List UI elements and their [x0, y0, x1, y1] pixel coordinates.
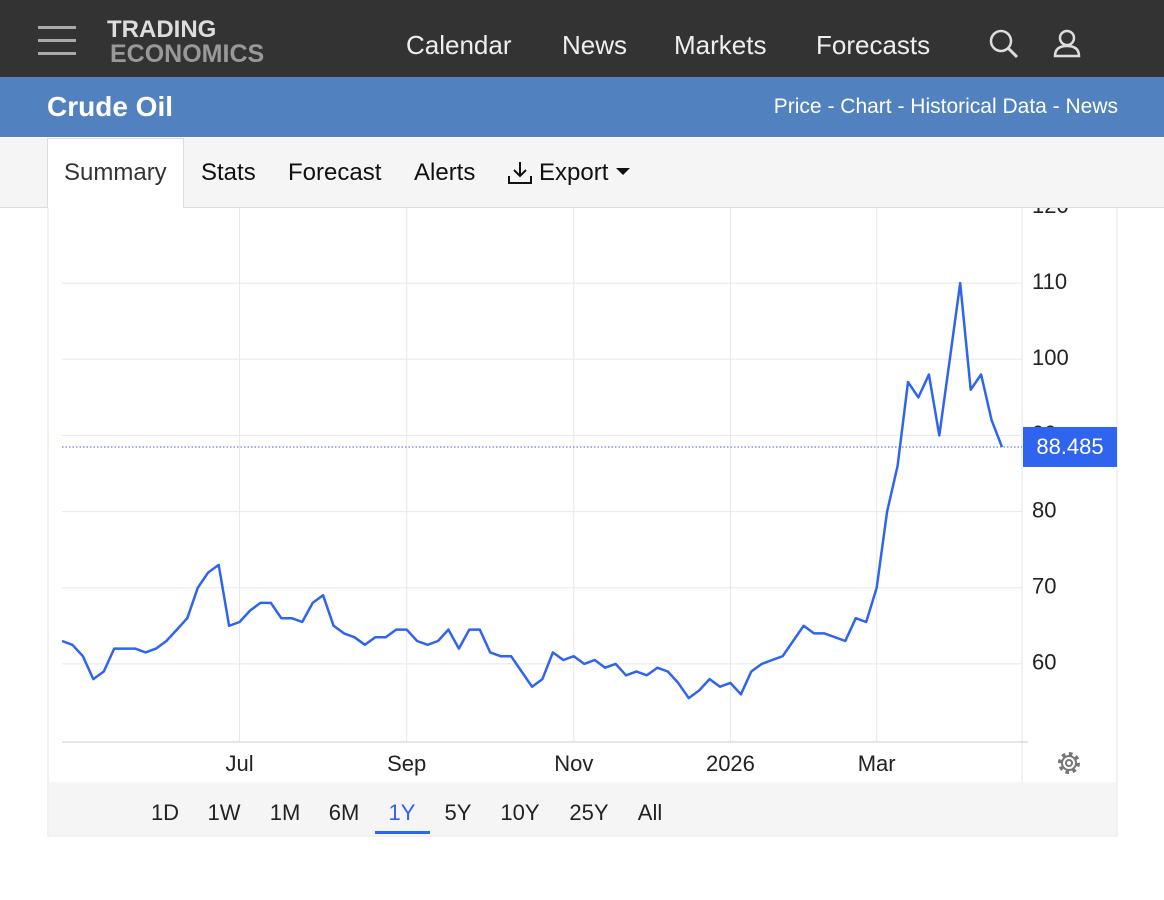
nav-link[interactable]: Forecasts [816, 30, 931, 60]
x-tick-label: Sep [387, 751, 426, 776]
last-price-box [1023, 426, 1117, 467]
x-tick-label: Nov [554, 751, 593, 776]
tab[interactable]: Alerts [414, 159, 476, 186]
sub-header: Crude Oil Price - Chart - Historical Dat… [0, 77, 1164, 137]
tab[interactable]: Export [539, 159, 609, 186]
search-icon[interactable] [988, 28, 1020, 60]
caret [616, 168, 630, 175]
y-tick-label: 60 [1032, 650, 1056, 675]
range-button[interactable]: 6M [329, 800, 360, 825]
y-tick-label: 70 [1032, 574, 1056, 599]
active-tab-bg [47, 138, 184, 208]
range-button[interactable]: 25Y [569, 800, 608, 825]
menu-icon[interactable] [38, 26, 76, 56]
download-icon [508, 162, 532, 184]
x-tick-label: 2026 [706, 751, 755, 776]
nav-link[interactable]: Calendar [406, 30, 512, 60]
range-button[interactable]: 1M [270, 800, 301, 825]
tab[interactable]: Stats [201, 159, 256, 186]
x-tick-label: Jul [225, 751, 253, 776]
range-button[interactable]: 1Y [389, 800, 416, 825]
y-tick-label: 80 [1032, 497, 1056, 522]
chart-frame [47, 206, 1118, 837]
range-button[interactable]: 5Y [445, 800, 472, 825]
page-title: Crude Oil [47, 91, 174, 122]
settings-icon[interactable] [1058, 752, 1080, 774]
tab[interactable]: Forecast [288, 159, 382, 186]
logo-top[interactable]: TRADING [107, 16, 217, 43]
user-icon[interactable] [1052, 28, 1082, 60]
x-tick-label: Mar [858, 751, 896, 776]
range-button[interactable]: 10Y [500, 800, 539, 825]
range-button[interactable]: 1W [208, 800, 241, 825]
sub-links[interactable]: Price - Chart - Historical Data - News [773, 95, 1118, 118]
range-button[interactable]: All [638, 800, 662, 825]
range-button[interactable]: 1D [151, 800, 179, 825]
range-underline [375, 831, 430, 834]
y-tick-label: 110 [1032, 269, 1067, 294]
last-price-label: 88.485 [1036, 434, 1103, 459]
tab[interactable]: Summary [64, 159, 167, 186]
tab-bar: Summary Stats Forecast Alerts Export [0, 138, 1164, 208]
range-bar [49, 782, 1116, 835]
top-bar: TRADING ECONOMICS Calendar News Markets … [0, 0, 1164, 77]
price-line [61, 281, 1004, 700]
y-tick-label: 100 [1032, 345, 1069, 370]
nav-link[interactable]: Markets [674, 30, 767, 60]
logo-bottom[interactable]: ECONOMICS [110, 40, 265, 68]
nav-link[interactable]: News [562, 30, 628, 60]
